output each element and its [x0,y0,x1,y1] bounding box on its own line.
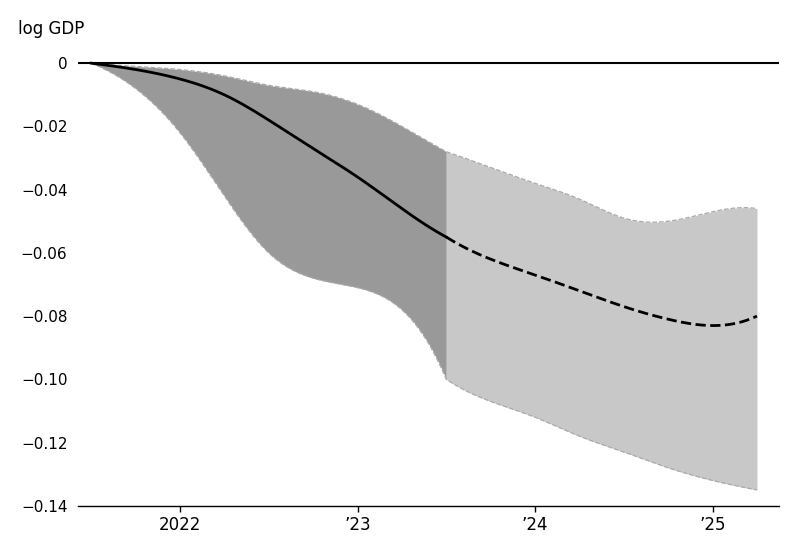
Text: log GDP: log GDP [18,20,85,38]
